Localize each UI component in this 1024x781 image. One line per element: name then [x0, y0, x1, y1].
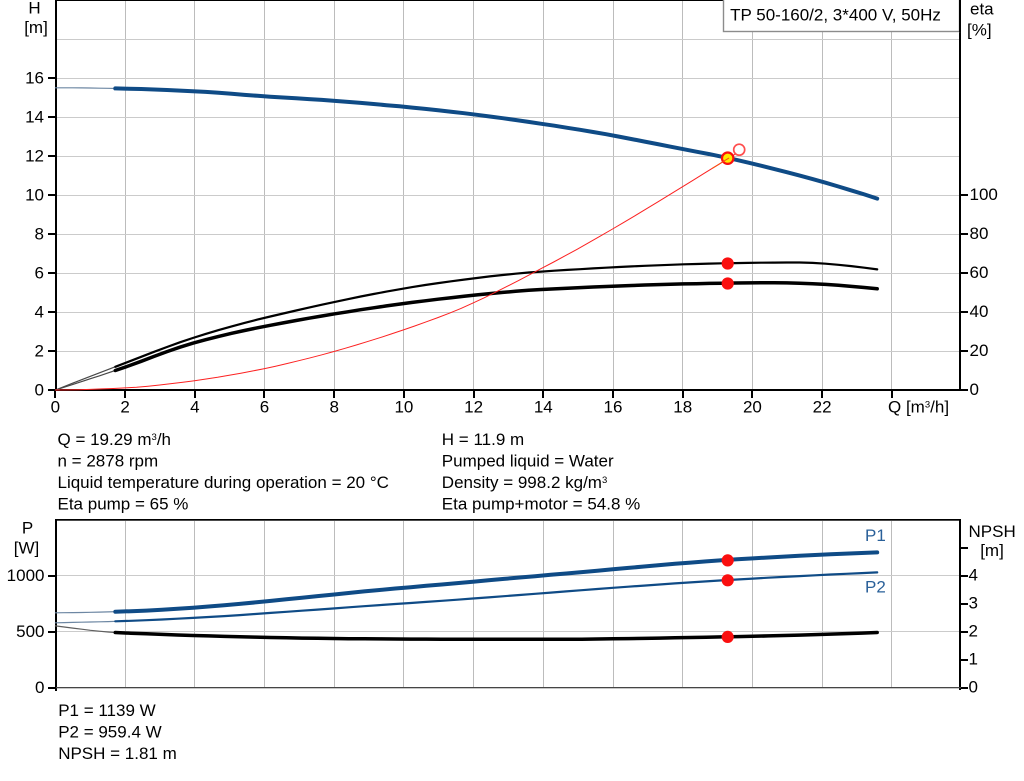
svg-text:Liquid temperature during oper: Liquid temperature during operation = 20… — [58, 473, 389, 492]
svg-text:8: 8 — [35, 224, 44, 243]
svg-text:4: 4 — [190, 398, 199, 417]
svg-text:2: 2 — [969, 622, 978, 641]
svg-text:P2: P2 — [865, 578, 886, 597]
svg-text:4: 4 — [969, 566, 978, 585]
svg-text:12: 12 — [464, 398, 483, 417]
svg-text:16: 16 — [25, 68, 44, 87]
svg-text:0: 0 — [969, 678, 978, 697]
svg-text:NPSH: NPSH — [969, 522, 1016, 541]
svg-text:3: 3 — [969, 594, 978, 613]
svg-text:14: 14 — [534, 398, 553, 417]
svg-text:[W]: [W] — [14, 539, 40, 558]
svg-text:0: 0 — [35, 678, 44, 697]
svg-text:6: 6 — [260, 398, 269, 417]
svg-text:20: 20 — [970, 341, 989, 360]
svg-text:14: 14 — [25, 107, 44, 126]
svg-text:H: H — [28, 0, 40, 18]
svg-text:TP 50-160/2, 3*400 V, 50Hz: TP 50-160/2, 3*400 V, 50Hz — [730, 6, 941, 25]
svg-text:22: 22 — [813, 398, 832, 417]
svg-text:Q [m3/h]: Q [m3/h] — [888, 398, 949, 417]
svg-text:16: 16 — [604, 398, 623, 417]
svg-text:Q = 19.29 m3/h: Q = 19.29 m3/h — [58, 430, 172, 449]
svg-text:Eta pump = 65 %: Eta pump = 65 % — [58, 494, 189, 513]
svg-text:1000: 1000 — [7, 566, 45, 585]
svg-text:0: 0 — [35, 380, 44, 399]
svg-text:Pumped liquid = Water: Pumped liquid = Water — [442, 452, 614, 471]
svg-text:0: 0 — [970, 380, 979, 399]
svg-text:18: 18 — [673, 398, 692, 417]
svg-text:H = 11.9 m: H = 11.9 m — [442, 430, 524, 449]
svg-text:Eta pump+motor = 54.8 %: Eta pump+motor = 54.8 % — [442, 494, 640, 513]
svg-text:10: 10 — [394, 398, 413, 417]
svg-text:Density = 998.2 kg/m3: Density = 998.2 kg/m3 — [442, 473, 607, 492]
svg-text:2: 2 — [120, 398, 129, 417]
svg-text:[m]: [m] — [980, 541, 1004, 560]
svg-text:[%]: [%] — [967, 21, 992, 40]
svg-text:4: 4 — [35, 302, 44, 321]
svg-text:P: P — [22, 519, 33, 538]
svg-text:2: 2 — [35, 341, 44, 360]
svg-text:100: 100 — [970, 185, 998, 204]
svg-text:8: 8 — [329, 398, 338, 417]
svg-text:NPSH = 1.81 m: NPSH = 1.81 m — [58, 744, 177, 763]
svg-text:n = 2878 rpm: n = 2878 rpm — [58, 452, 159, 471]
svg-text:20: 20 — [743, 398, 762, 417]
svg-text:0: 0 — [51, 398, 60, 417]
svg-text:80: 80 — [970, 224, 989, 243]
svg-text:[m]: [m] — [24, 18, 48, 37]
svg-text:6: 6 — [35, 263, 44, 282]
svg-text:P1: P1 — [865, 526, 886, 545]
svg-text:60: 60 — [970, 263, 989, 282]
svg-text:P1 = 1139 W: P1 = 1139 W — [58, 701, 156, 720]
svg-text:P2 = 959.4 W: P2 = 959.4 W — [58, 723, 161, 742]
svg-text:40: 40 — [970, 302, 989, 321]
svg-text:10: 10 — [25, 185, 44, 204]
svg-text:12: 12 — [25, 146, 44, 165]
svg-text:500: 500 — [16, 622, 44, 641]
svg-text:1: 1 — [969, 650, 978, 669]
svg-text:eta: eta — [970, 0, 994, 19]
